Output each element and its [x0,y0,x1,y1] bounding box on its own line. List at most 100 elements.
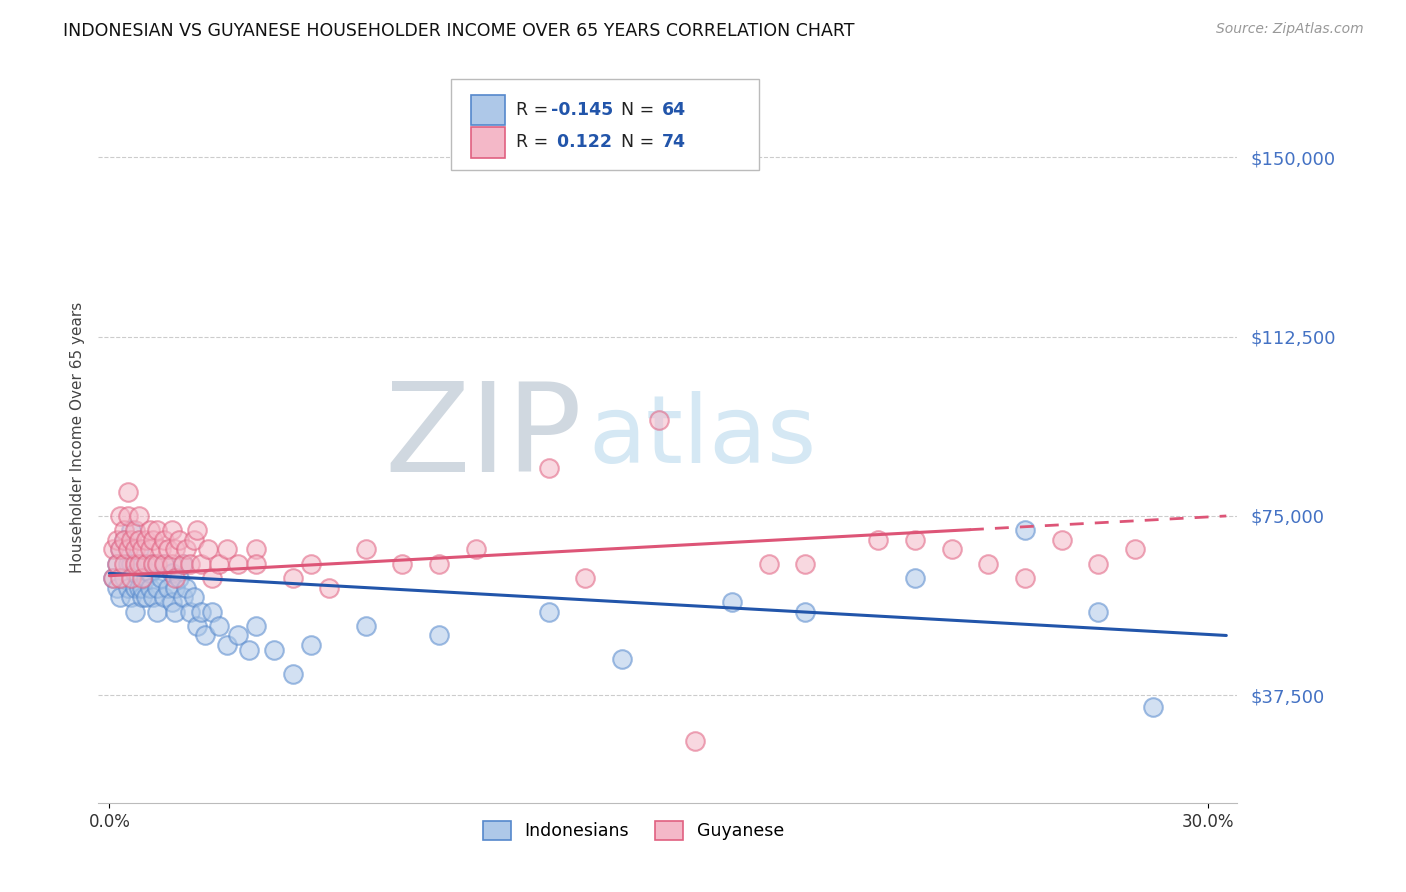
Point [135,571,157,585]
Point [135,557,157,571]
Text: -0.145: -0.145 [551,101,613,120]
Point [110,542,132,557]
Point [149,542,172,557]
Point [721,595,744,609]
Legend: Indonesians, Guyanese: Indonesians, Guyanese [474,813,793,849]
Point [167,571,190,585]
Point [142,557,165,571]
Point [354,542,377,557]
Point [868,533,890,547]
Point [120,524,142,538]
Point [138,581,160,595]
Point [146,605,169,619]
Point [146,524,169,538]
Point [149,571,172,585]
Point [160,566,183,581]
Point [537,605,560,619]
Text: atlas: atlas [588,391,817,483]
Point [117,581,139,595]
Point [172,557,194,571]
Point [131,581,153,595]
Point [112,524,135,538]
Point [101,542,124,557]
Point [186,619,208,633]
Point [464,542,486,557]
Point [110,508,132,523]
Point [112,571,135,585]
Text: R =: R = [516,101,554,120]
Point [165,571,187,585]
Point [146,557,169,571]
Point [153,557,176,571]
Point [179,605,201,619]
Point [165,542,187,557]
Point [120,591,142,605]
Point [120,571,142,585]
Point [215,542,238,557]
Point [610,652,633,666]
Point [128,542,150,557]
Point [794,557,817,571]
Point [110,571,132,585]
Point [135,591,157,605]
Point [160,595,183,609]
Point [186,524,208,538]
Point [146,581,169,595]
Point [142,533,165,547]
Point [299,557,322,571]
Point [245,542,267,557]
Point [172,591,194,605]
Point [647,413,669,427]
Point [112,533,135,547]
Point [354,619,377,633]
Point [124,566,146,581]
Text: N =: N = [621,101,659,120]
Point [172,557,194,571]
Point [117,485,139,500]
Point [245,619,267,633]
Point [112,557,135,571]
Point [124,605,146,619]
Point [128,557,150,571]
Point [299,638,322,652]
Point [112,533,135,547]
Point [190,605,212,619]
Point [160,524,183,538]
Point [167,533,190,547]
Point [904,533,927,547]
Point [165,581,187,595]
Point [124,524,146,538]
Point [131,557,153,571]
Point [281,666,304,681]
Point [124,557,146,571]
Point [574,571,596,585]
Point [215,638,238,652]
Point [941,542,963,557]
Point [179,557,201,571]
Point [138,524,160,538]
Point [176,542,198,557]
Point [105,581,128,595]
Point [685,733,707,747]
Text: 0.122: 0.122 [551,133,612,152]
Point [105,557,128,571]
FancyBboxPatch shape [471,95,505,126]
Point [120,533,142,547]
Point [131,542,153,557]
Point [101,571,124,585]
Point [183,533,205,547]
Point [153,591,176,605]
Point [194,628,217,642]
Text: ZIP: ZIP [385,376,582,498]
Point [190,557,212,571]
Point [131,571,153,585]
Point [226,557,249,571]
Point [101,571,124,585]
Point [1014,524,1036,538]
Y-axis label: Householder Income Over 65 years: Householder Income Over 65 years [69,301,84,573]
Point [977,557,1000,571]
Point [794,605,817,619]
Point [904,571,927,585]
Point [1123,542,1146,557]
FancyBboxPatch shape [471,127,505,158]
